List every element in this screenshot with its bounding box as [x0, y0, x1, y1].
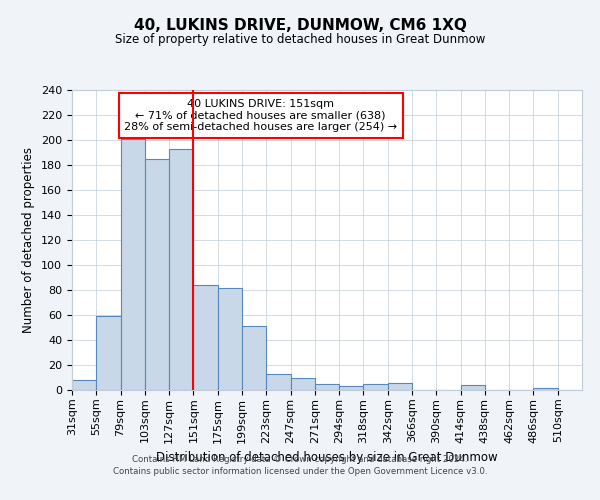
- Text: 40 LUKINS DRIVE: 151sqm
← 71% of detached houses are smaller (638)
28% of semi-d: 40 LUKINS DRIVE: 151sqm ← 71% of detache…: [124, 99, 397, 132]
- Text: Contains HM Land Registry data © Crown copyright and database right 2024.: Contains HM Land Registry data © Crown c…: [132, 455, 468, 464]
- Bar: [461, 385, 485, 390]
- Y-axis label: Number of detached properties: Number of detached properties: [22, 147, 35, 333]
- Bar: [364, 384, 388, 390]
- Bar: [96, 316, 121, 390]
- Text: Contains public sector information licensed under the Open Government Licence v3: Contains public sector information licen…: [113, 468, 487, 476]
- Bar: [339, 386, 364, 390]
- Bar: [533, 388, 558, 390]
- Bar: [169, 149, 193, 390]
- Bar: [266, 374, 290, 390]
- Bar: [388, 382, 412, 390]
- Text: Size of property relative to detached houses in Great Dunmow: Size of property relative to detached ho…: [115, 32, 485, 46]
- Text: 40, LUKINS DRIVE, DUNMOW, CM6 1XQ: 40, LUKINS DRIVE, DUNMOW, CM6 1XQ: [134, 18, 466, 32]
- X-axis label: Distribution of detached houses by size in Great Dunmow: Distribution of detached houses by size …: [156, 451, 498, 464]
- Bar: [218, 288, 242, 390]
- Bar: [290, 378, 315, 390]
- Bar: [315, 384, 339, 390]
- Bar: [72, 380, 96, 390]
- Bar: [193, 285, 218, 390]
- Bar: [145, 159, 169, 390]
- Bar: [242, 326, 266, 390]
- Bar: [121, 138, 145, 390]
